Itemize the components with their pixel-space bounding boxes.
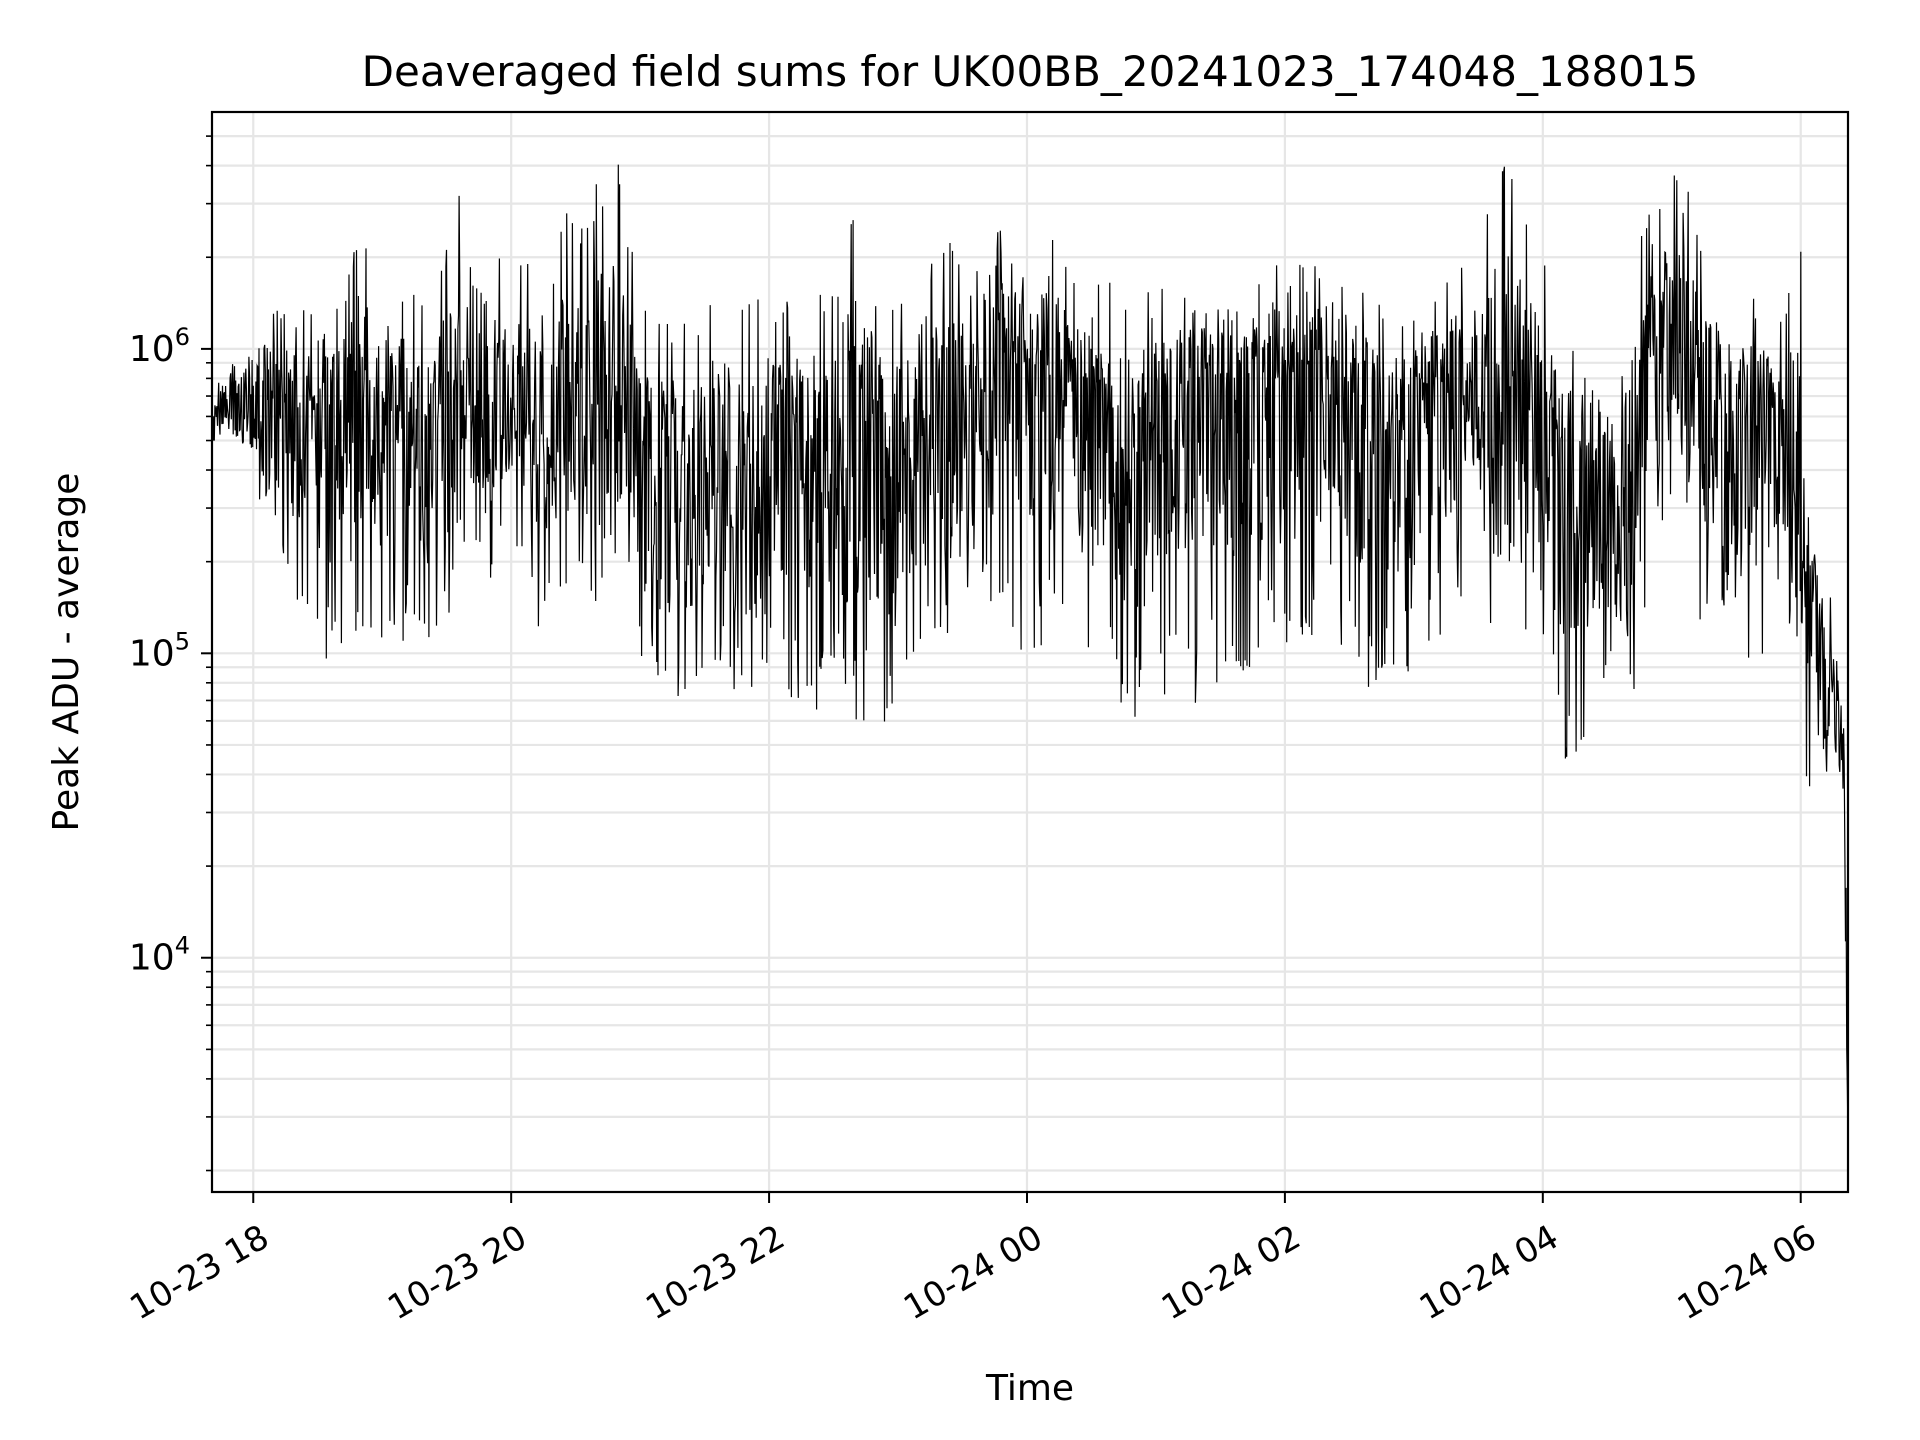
y-tick-label: 106 — [129, 323, 190, 370]
x-axis-label: Time — [985, 1368, 1074, 1409]
chart-title: Deaveraged field sums for UK00BB_2024102… — [362, 47, 1699, 96]
y-tick-base: 10 — [129, 938, 175, 979]
plot-frame — [210, 110, 1850, 1194]
y-tick-exponent: 4 — [175, 932, 190, 960]
y-axis-label: Peak ADU - average — [46, 473, 87, 832]
y-tick-base: 10 — [129, 329, 175, 370]
y-tick-label: 105 — [129, 627, 190, 674]
series-layer — [211, 164, 1849, 1142]
y-tick-label: 104 — [129, 932, 190, 979]
y-tick-exponent: 5 — [175, 627, 190, 655]
y-tick-exponent: 6 — [175, 323, 190, 351]
series-line — [211, 164, 1849, 1142]
plot-area — [210, 110, 1850, 1194]
y-tick-base: 10 — [129, 633, 175, 674]
